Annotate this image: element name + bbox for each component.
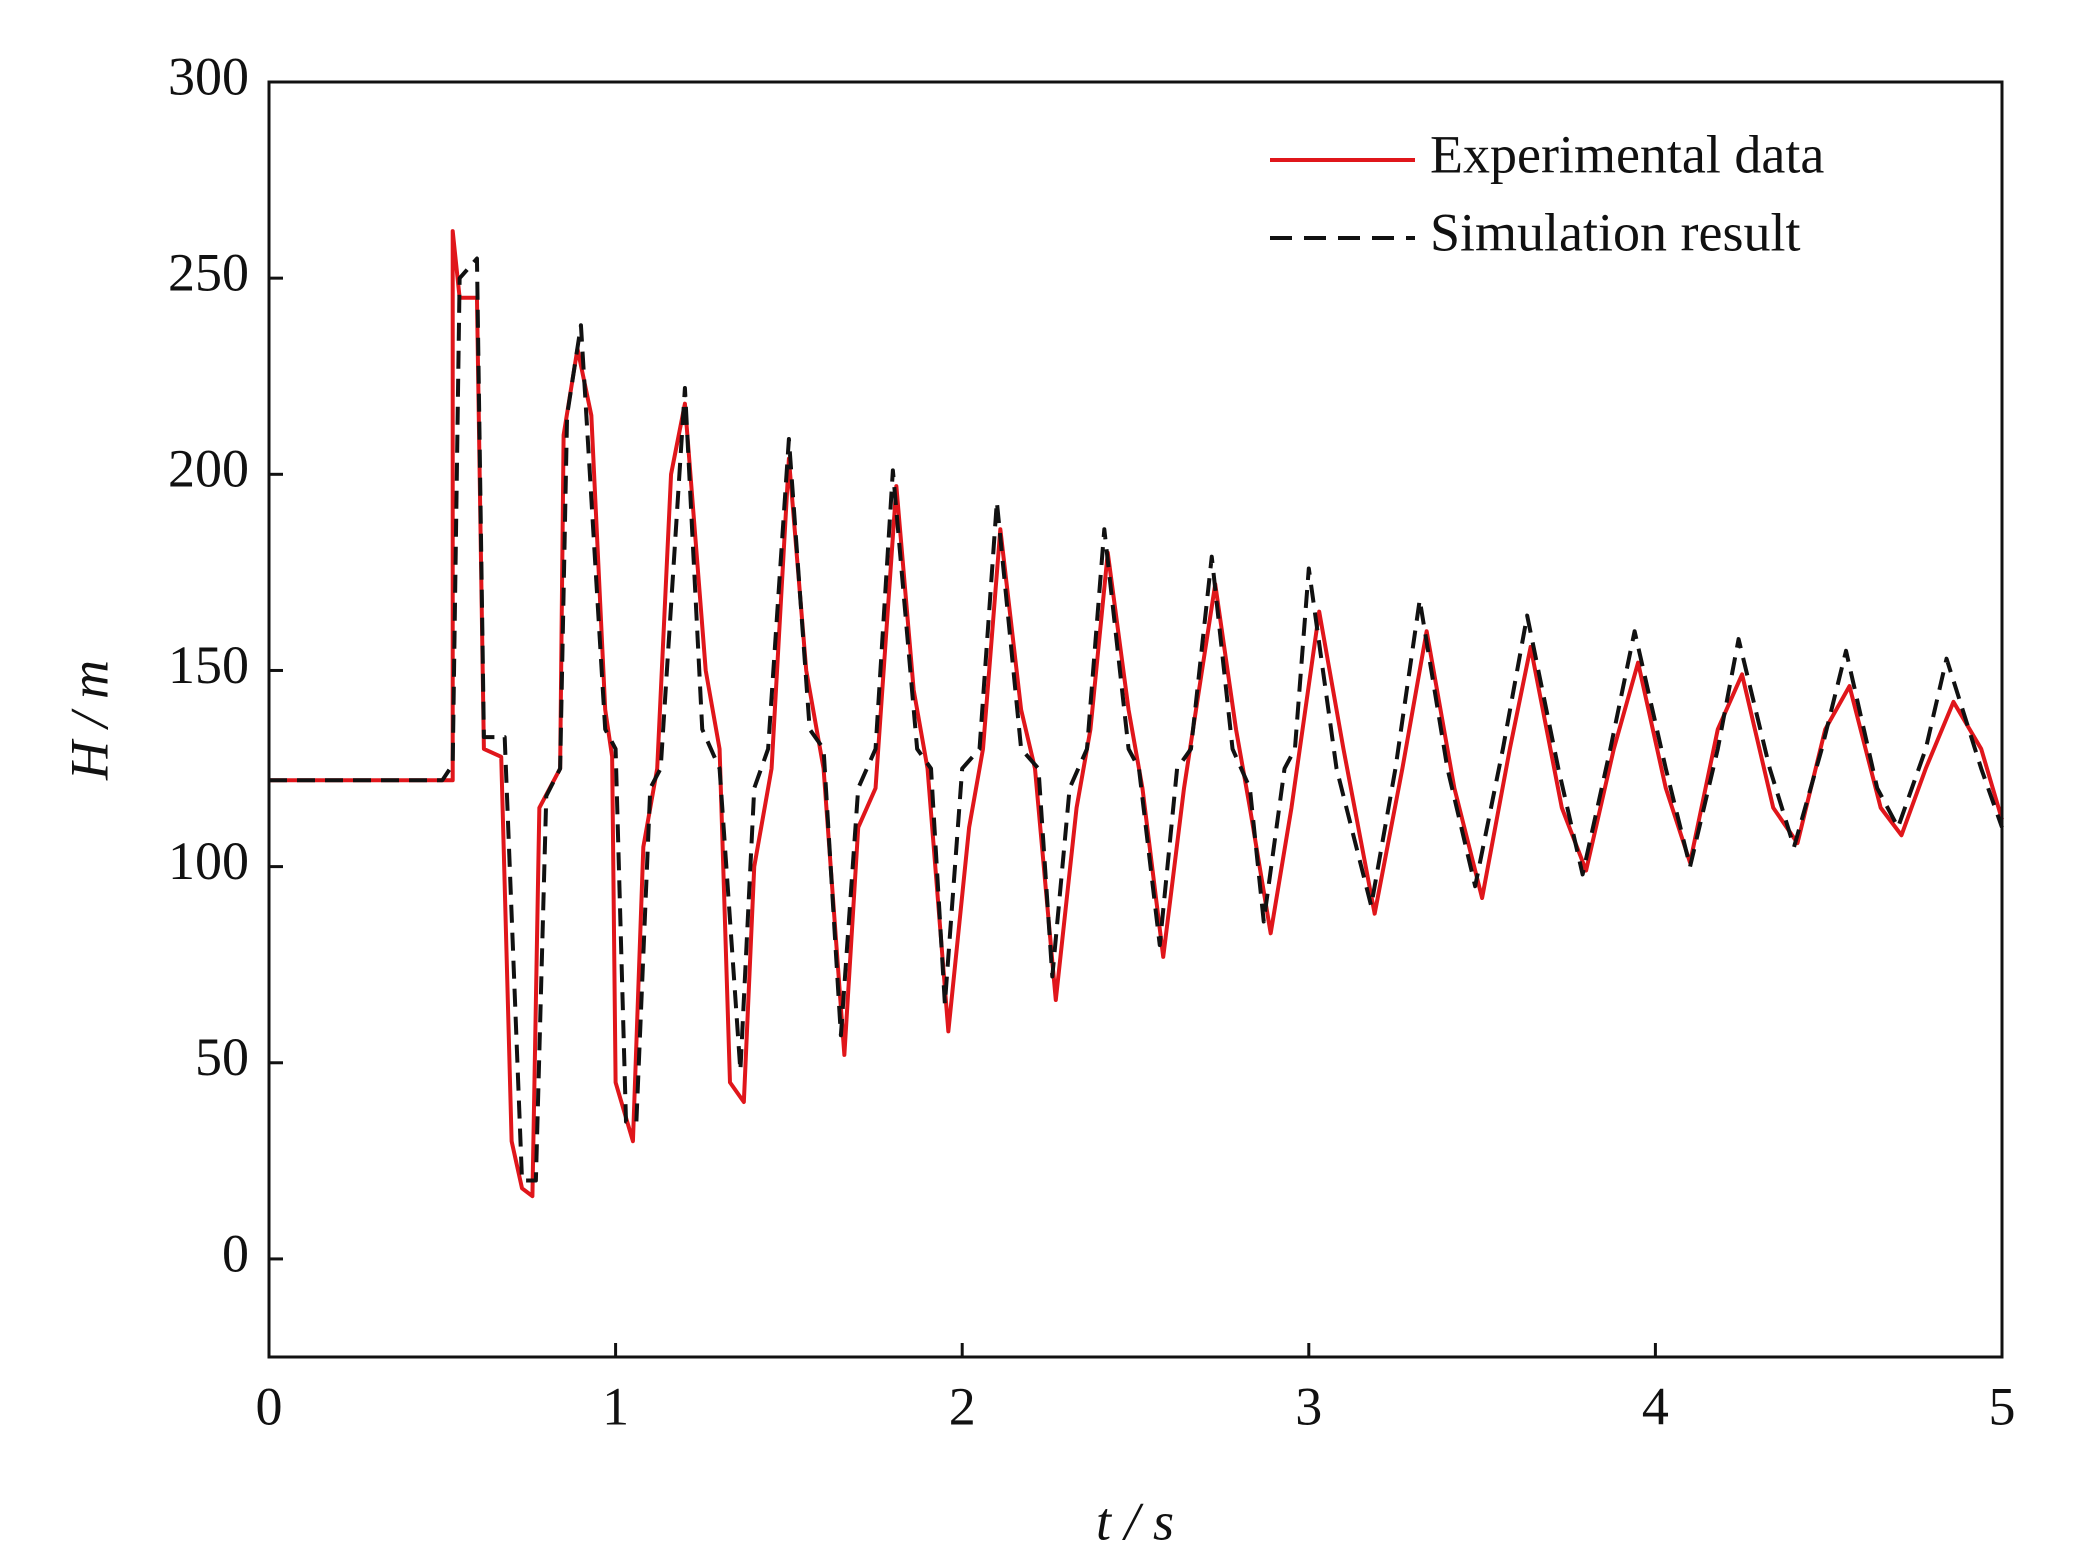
y-tick-label: 200 <box>168 439 249 499</box>
plot-frame <box>267 80 2004 1359</box>
y-tick-label: 100 <box>168 831 249 891</box>
legend-label: Simulation result <box>1430 202 1801 262</box>
x-tick-label: 5 <box>1989 1376 2016 1436</box>
x-tick-label: 1 <box>602 1376 629 1436</box>
x-axis-label: t / s <box>1096 1491 1174 1551</box>
x-tick-label: 0 <box>256 1376 283 1436</box>
x-tick-label: 2 <box>949 1376 976 1436</box>
y-tick-label: 250 <box>168 243 249 303</box>
series-line <box>269 256 2004 1183</box>
series-line <box>269 229 2004 1199</box>
legend-label: Experimental data <box>1430 124 1824 184</box>
y-tick-label: 150 <box>168 635 249 695</box>
y-axis-label: H / m <box>59 660 119 781</box>
y-tick-label: 300 <box>168 46 249 106</box>
x-tick-label: 4 <box>1642 1376 1669 1436</box>
y-tick-label: 50 <box>195 1027 249 1087</box>
x-tick-label: 3 <box>1295 1376 1322 1436</box>
y-tick-label: 0 <box>222 1223 249 1283</box>
